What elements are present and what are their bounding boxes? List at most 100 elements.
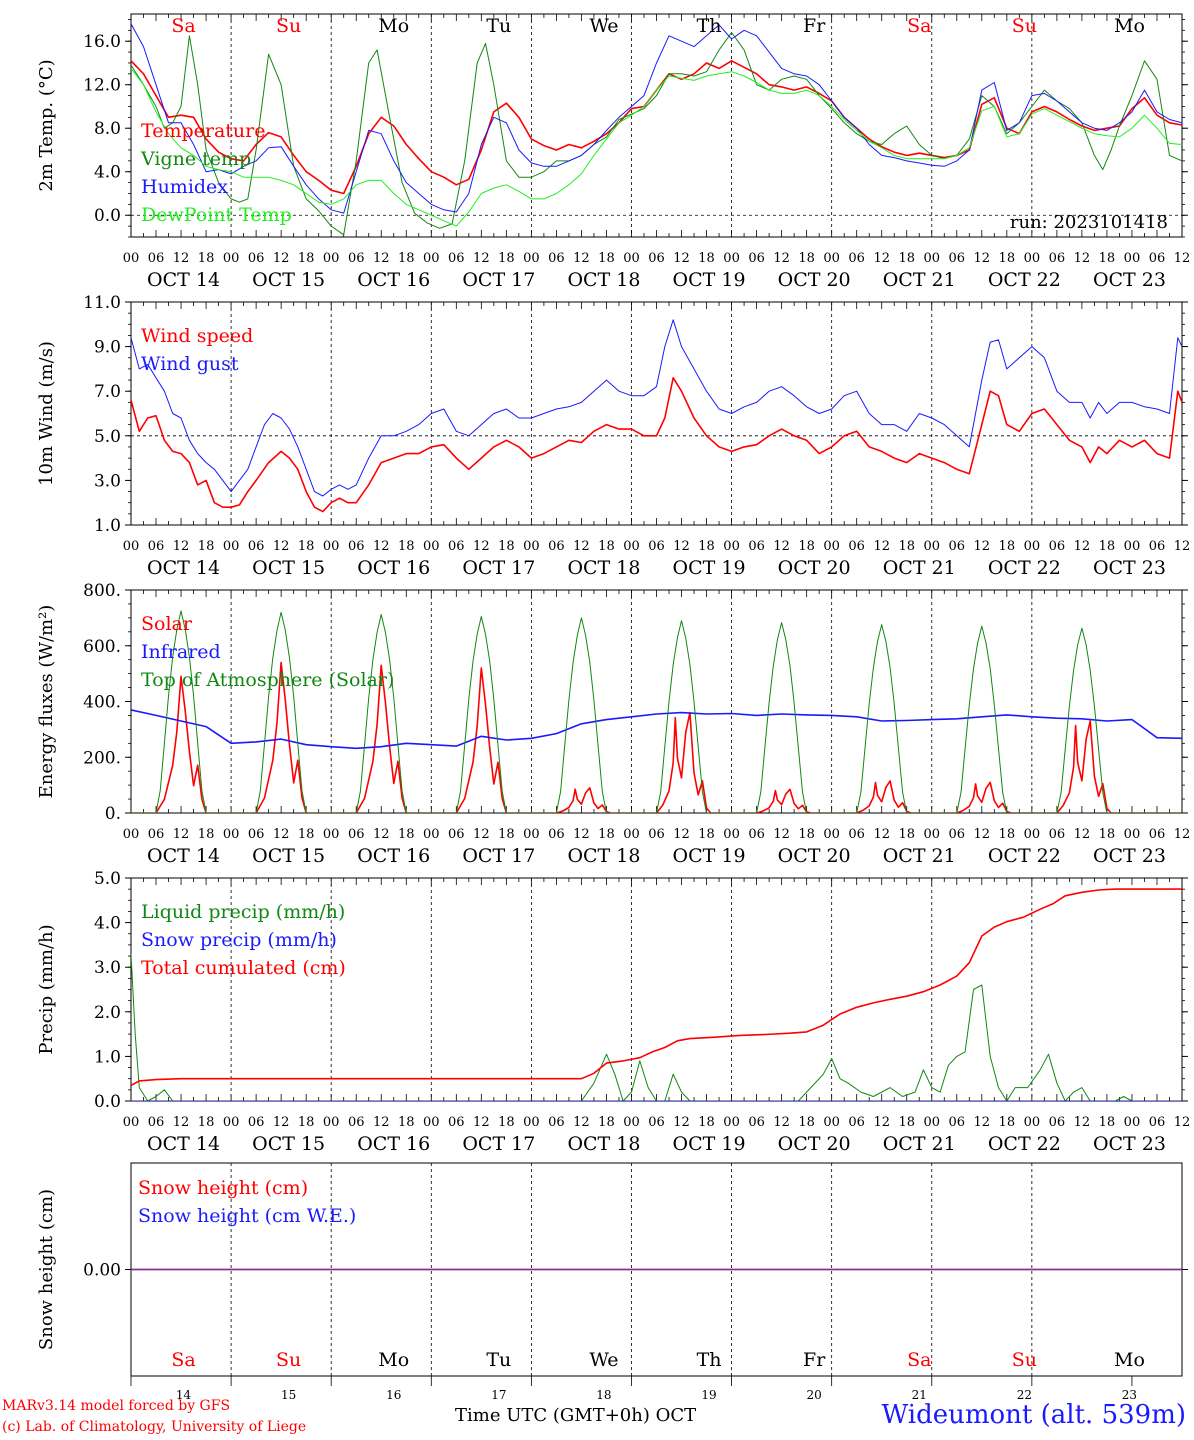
hour-label: 12	[473, 827, 490, 842]
hour-label: 18	[498, 539, 515, 554]
hour-label: 00	[923, 539, 940, 554]
hour-label: 12	[1074, 539, 1091, 554]
hour-label: 06	[548, 251, 565, 266]
panel-3: 0. 200. 400. 600. 800. Energy fluxes (W/m²) So…	[36, 581, 1190, 867]
hour-label: 06	[949, 539, 966, 554]
hour-label: 00	[723, 827, 740, 842]
y-tick-label: 5.0	[94, 869, 121, 889]
hour-label: 18	[298, 251, 315, 266]
hour-label: 18	[598, 1115, 615, 1130]
hour-label: 06	[248, 1115, 265, 1130]
hour-label: 18	[798, 539, 815, 554]
hour-label: 18	[398, 539, 415, 554]
y-tick-label: 3.0	[94, 958, 121, 978]
hour-label: 12	[873, 539, 890, 554]
hour-label: 18	[598, 539, 615, 554]
day-number: 23	[1122, 1388, 1137, 1400]
panel-4: 0.0 1.0 2.0 3.0 4.0 5.0 Precip (mm/h) Liquid pr…	[36, 869, 1190, 1155]
hour-label: 00	[423, 251, 440, 266]
hour-label: 18	[298, 1115, 315, 1130]
weekday-label: Mo	[378, 15, 409, 37]
date-label: OCT 14	[147, 269, 220, 291]
hour-label: 12	[273, 827, 290, 842]
hour-label: 06	[1049, 539, 1066, 554]
y-tick-label: 600.	[83, 637, 121, 657]
hour-label: 00	[123, 251, 140, 266]
date-label: OCT 21	[883, 557, 956, 579]
hour-label: 00	[123, 1115, 140, 1130]
y-tick-label: 7.0	[94, 382, 121, 402]
date-label: OCT 18	[567, 269, 640, 291]
hour-label: 18	[598, 827, 615, 842]
hour-label: 12	[173, 251, 190, 266]
hour-label: 18	[798, 827, 815, 842]
hour-label: 18	[498, 827, 515, 842]
hour-label: 00	[523, 827, 540, 842]
hour-label: 12	[873, 827, 890, 842]
weekday-label: Su	[1012, 15, 1037, 37]
series-line	[131, 610, 1182, 813]
date-label: OCT 17	[462, 845, 535, 867]
meteogram: 0.0 4.0 8.0 12.0 16.0 2m Temp. (°C) Temperatur…	[36, 13, 1190, 1400]
hour-label: 12	[373, 827, 390, 842]
weekday-label: Mo	[1114, 1349, 1145, 1371]
series-group	[131, 888, 1182, 1101]
model-credit: MARv3.14 model forced by GFS	[2, 1398, 231, 1414]
day-number: 14	[176, 1388, 192, 1400]
hour-label: 18	[498, 1115, 515, 1130]
hour-label: 00	[123, 827, 140, 842]
hour-label: 18	[198, 251, 215, 266]
date-label: OCT 16	[357, 269, 430, 291]
hour-label: 00	[223, 1115, 240, 1130]
y-tick-label: 3.0	[94, 471, 121, 491]
date-label: OCT 18	[567, 557, 640, 579]
hour-label: 12	[373, 539, 390, 554]
hour-label: 12	[974, 539, 991, 554]
hour-label: 18	[598, 251, 615, 266]
hour-label: 00	[1024, 1115, 1041, 1130]
lab-credit: (c) Lab. of Climatology, University of L…	[2, 1419, 307, 1435]
weekday-label: Mo	[378, 1349, 409, 1371]
hour-label: 18	[298, 539, 315, 554]
hour-label: 12	[974, 1115, 991, 1130]
series-group	[131, 610, 1182, 813]
hour-label: 18	[999, 1115, 1016, 1130]
weekday-label: Th	[697, 1349, 722, 1371]
y-tick-label: 1.0	[94, 516, 121, 536]
y-axis-label: 2m Temp. (°C)	[36, 59, 57, 191]
day-number: 22	[1017, 1388, 1032, 1400]
hour-label: 06	[1149, 539, 1166, 554]
hour-label: 12	[273, 251, 290, 266]
y-tick-label: 12.0	[83, 76, 121, 96]
hour-label: 00	[623, 1115, 640, 1130]
hour-label: 12	[974, 827, 991, 842]
hour-label: 06	[1149, 1115, 1166, 1130]
y-tick-label: 400.	[83, 693, 121, 713]
hour-label: 18	[798, 251, 815, 266]
hour-label: 06	[248, 251, 265, 266]
hour-label: 06	[1149, 827, 1166, 842]
date-label: OCT 23	[1093, 1133, 1166, 1155]
weekday-label: Su	[1012, 1349, 1037, 1371]
hour-label: 18	[198, 539, 215, 554]
hour-label: 18	[698, 1115, 715, 1130]
date-label: OCT 22	[988, 557, 1061, 579]
weekday-label: Su	[276, 1349, 301, 1371]
y-axis-label: Energy fluxes (W/m²)	[36, 605, 57, 799]
hour-label: 12	[373, 251, 390, 266]
hour-label: 06	[1049, 251, 1066, 266]
y-tick-label: 0.00	[83, 1261, 121, 1281]
day-number: 18	[596, 1388, 611, 1400]
y-axis-label: Snow height (cm)	[36, 1189, 57, 1350]
y-tick-label: 16.0	[83, 32, 121, 52]
hour-label: 12	[873, 251, 890, 266]
hour-label: 12	[673, 251, 690, 266]
day-number: 20	[807, 1388, 822, 1400]
hour-label: 18	[1099, 251, 1116, 266]
y-tick-label: 5.0	[94, 427, 121, 447]
hour-label: 06	[1049, 827, 1066, 842]
date-label: OCT 21	[883, 1133, 956, 1155]
date-label: OCT 15	[252, 1133, 325, 1155]
hour-label: 06	[148, 539, 165, 554]
date-label: OCT 19	[673, 845, 746, 867]
